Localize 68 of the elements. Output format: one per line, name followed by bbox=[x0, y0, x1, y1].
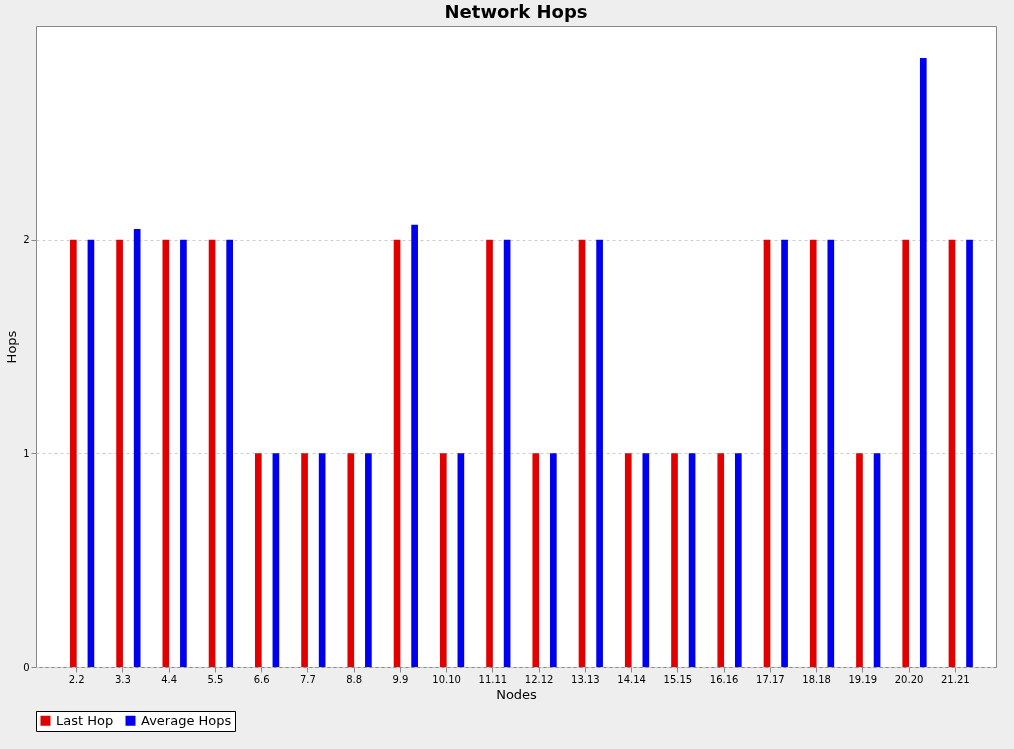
x-tick-label: 7.7 bbox=[299, 673, 316, 685]
bar bbox=[809, 239, 817, 667]
x-tick-label: 15.15 bbox=[663, 673, 693, 685]
x-tick-label: 5.5 bbox=[207, 673, 224, 685]
bar bbox=[347, 453, 355, 667]
bar bbox=[180, 239, 187, 667]
bar bbox=[734, 453, 742, 667]
bar bbox=[254, 453, 262, 667]
bar bbox=[272, 453, 280, 667]
x-tick-label: 17.17 bbox=[756, 673, 785, 685]
chart-title: Network Hops bbox=[444, 1, 588, 22]
bar bbox=[457, 453, 465, 667]
bar bbox=[318, 453, 326, 667]
y-tick-label: 0 bbox=[23, 661, 30, 673]
bar bbox=[411, 224, 418, 667]
bar bbox=[966, 239, 973, 667]
x-tick-label: 8.8 bbox=[346, 673, 363, 685]
bar bbox=[624, 453, 632, 667]
x-tick-label: 4.4 bbox=[161, 673, 178, 685]
x-tick-label: 21.21 bbox=[940, 673, 970, 685]
y-tick-label: 1 bbox=[23, 447, 30, 459]
x-tick-label: 12.12 bbox=[524, 673, 554, 685]
bar bbox=[688, 453, 696, 667]
bar bbox=[919, 58, 927, 667]
bar bbox=[133, 228, 141, 667]
bar bbox=[781, 239, 788, 667]
bar bbox=[162, 239, 170, 667]
bar bbox=[70, 239, 77, 667]
bar bbox=[301, 453, 308, 667]
bar bbox=[550, 453, 557, 667]
x-tick-label: 18.18 bbox=[802, 673, 831, 685]
x-tick-label: 14.14 bbox=[617, 673, 646, 685]
x-tick-label: 16.16 bbox=[709, 673, 739, 685]
x-tick-label: 6.6 bbox=[253, 673, 270, 685]
bar bbox=[873, 453, 881, 667]
bar bbox=[596, 239, 603, 667]
bar bbox=[827, 239, 835, 667]
x-tick-label: 20.20 bbox=[894, 673, 924, 685]
x-tick-label: 3.3 bbox=[114, 673, 131, 685]
bar bbox=[393, 239, 401, 667]
bar bbox=[365, 453, 372, 667]
bar bbox=[87, 239, 95, 667]
x-tick-label: 10.10 bbox=[432, 673, 461, 685]
bar bbox=[642, 453, 650, 667]
x-tick-label: 2.2 bbox=[68, 673, 85, 685]
bar bbox=[717, 453, 725, 667]
bar bbox=[856, 453, 863, 667]
legend-label: Average Hops bbox=[141, 712, 232, 728]
bar bbox=[902, 239, 910, 667]
x-axis-title: Nodes bbox=[496, 686, 538, 702]
bar bbox=[226, 239, 233, 667]
x-tick-label: 11.11 bbox=[478, 673, 508, 685]
bar bbox=[439, 453, 447, 667]
bar bbox=[208, 239, 216, 667]
legend-label: Last Hop bbox=[56, 712, 114, 728]
bar bbox=[763, 239, 771, 667]
bar bbox=[532, 453, 540, 667]
bar bbox=[116, 239, 123, 667]
x-tick-label: 13.13 bbox=[571, 673, 600, 685]
x-tick-label: 9.9 bbox=[392, 673, 409, 685]
y-tick-label: 2 bbox=[23, 234, 30, 246]
bar bbox=[503, 239, 511, 667]
bar bbox=[486, 239, 493, 667]
bar bbox=[578, 239, 586, 667]
bar bbox=[671, 453, 678, 667]
x-tick-label: 19.19 bbox=[848, 673, 878, 685]
bar bbox=[948, 239, 956, 667]
y-axis-title: Hops bbox=[4, 330, 20, 364]
